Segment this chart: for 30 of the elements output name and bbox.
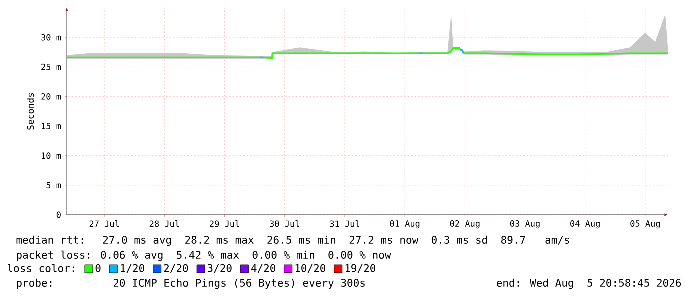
y-tick-label: 20 m bbox=[42, 94, 62, 100]
y-tick-label: 0 bbox=[56, 212, 61, 218]
legend-label: 1/20 bbox=[121, 264, 144, 274]
x-tick-label: 01 Aug bbox=[390, 220, 420, 229]
legend-label: 19/20 bbox=[346, 264, 376, 274]
y-tick-label: 10 m bbox=[42, 152, 62, 160]
x-tick-label: 03 Aug bbox=[510, 220, 540, 229]
x-tick-label: 30 Jul bbox=[270, 220, 300, 228]
x-tick-label: 28 Jul bbox=[150, 220, 180, 228]
x-tick-label: 05 Aug bbox=[630, 220, 660, 229]
x-tick-label: 02 Aug bbox=[450, 220, 480, 229]
legend-label: 2/20 bbox=[164, 264, 188, 274]
legend-label: 4/20 bbox=[251, 264, 276, 274]
legend-title: loss color: bbox=[8, 264, 74, 272]
text: median rtt: 27.0 ms avg 28.2 ms max 26.5 ms min 27.2 ms now 0.3 ms sd 89.7 am/s bbox=[16, 236, 570, 246]
y-tick-label: 25 m bbox=[42, 64, 62, 70]
y-tick-label: 15 m bbox=[42, 123, 62, 130]
legend-label: 10/20 bbox=[296, 264, 326, 274]
y-axis-title: Seconds bbox=[27, 93, 34, 130]
text: end: Wed Aug 5 20:58:45 2026 bbox=[496, 278, 682, 290]
y-tick-label: 5 m bbox=[46, 182, 62, 189]
legend-label: 3/20 bbox=[208, 264, 232, 274]
legend-label: 0 bbox=[96, 264, 101, 272]
x-tick-label: 27 Jul bbox=[90, 220, 120, 228]
x-tick-label: 29 Jul bbox=[210, 220, 240, 228]
text: probe: 20 ICMP Echo Pings (56 Bytes) every 300s bbox=[17, 278, 365, 290]
text: packet loss: 0.06 % avg 5.42 % max 0.00 % min 0.00 % now bbox=[17, 250, 392, 262]
x-tick-label: 31 Jul bbox=[330, 220, 360, 228]
y-tick-label: 30 m bbox=[42, 34, 62, 41]
x-tick-label: 04 Aug bbox=[570, 220, 600, 229]
